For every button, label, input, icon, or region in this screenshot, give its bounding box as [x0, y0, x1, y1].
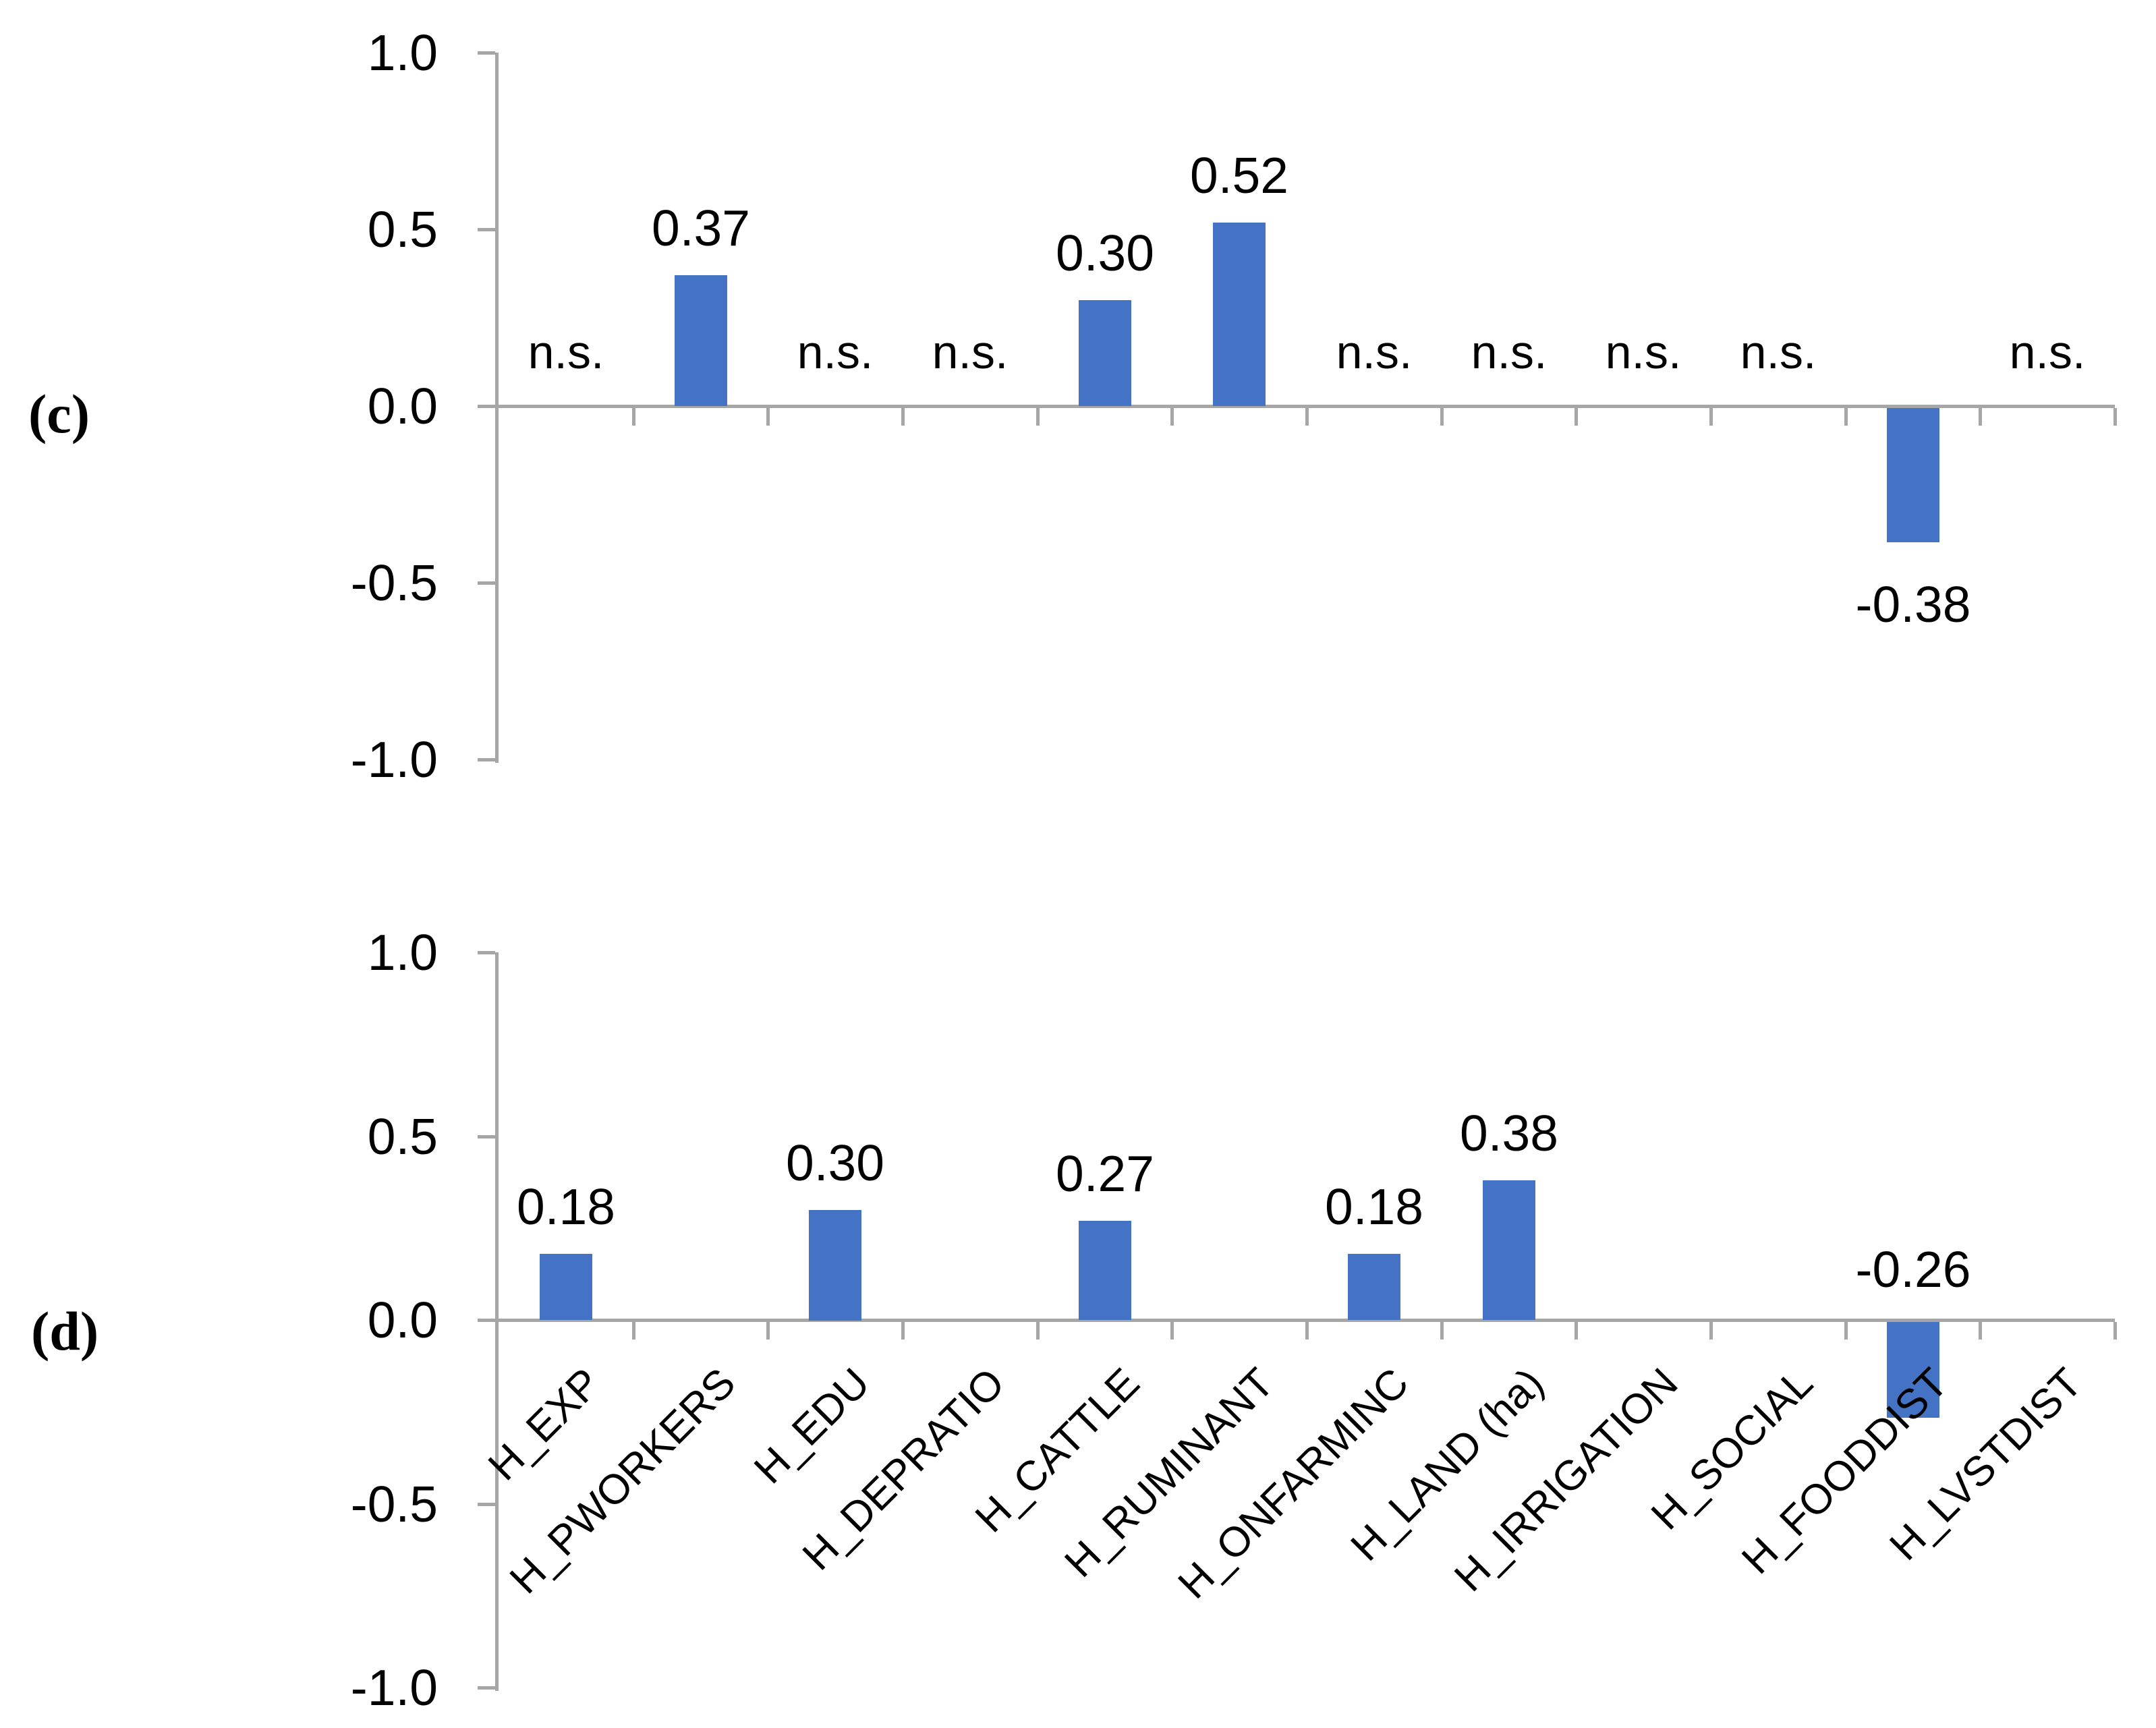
bar: [675, 275, 727, 406]
y-tick-label: 0.0: [367, 378, 438, 434]
bar-value-label: 0.18: [1325, 1178, 1423, 1235]
ns-label: n.s.: [528, 326, 604, 378]
x-tick: [1709, 408, 1713, 426]
x-tick: [766, 1322, 770, 1340]
y-tick: [478, 51, 495, 55]
y-tick: [478, 1319, 495, 1322]
x-tick: [1575, 408, 1578, 426]
y-tick-label: 0.5: [367, 1108, 438, 1165]
x-axis: [499, 405, 2115, 408]
ns-label: n.s.: [1471, 326, 1548, 378]
x-axis: [499, 1319, 2115, 1322]
bar-value-label: 0.30: [1056, 225, 1154, 281]
x-tick: [632, 1322, 635, 1340]
y-tick: [478, 951, 495, 954]
x-tick: [2114, 408, 2117, 426]
y-tick: [478, 581, 495, 585]
y-axis: [495, 53, 499, 763]
ns-label: n.s.: [1740, 326, 1817, 378]
x-tick: [901, 408, 905, 426]
bar-value-label: 0.37: [652, 200, 750, 256]
x-tick: [1036, 1322, 1040, 1340]
ns-label: n.s.: [797, 326, 874, 378]
panel-label-d: (d): [31, 1300, 99, 1362]
bar: [1483, 1180, 1535, 1320]
bar: [540, 1254, 592, 1320]
x-tick: [1709, 1322, 1713, 1340]
x-tick: [1979, 408, 1982, 426]
y-tick: [478, 758, 495, 761]
y-tick-label: 0.5: [367, 201, 438, 258]
x-tick: [1844, 408, 1848, 426]
bar-value-label: -0.26: [1855, 1241, 1971, 1298]
y-tick: [478, 1503, 495, 1506]
ns-label: n.s.: [932, 326, 1009, 378]
y-axis: [495, 952, 499, 1691]
x-tick: [1036, 408, 1040, 426]
bar: [1887, 408, 1939, 542]
x-tick: [1170, 408, 1174, 426]
x-tick: [1440, 1322, 1444, 1340]
bar-value-label: 0.27: [1056, 1145, 1154, 1202]
bar: [1348, 1254, 1400, 1320]
x-tick: [1170, 1322, 1174, 1340]
x-tick: [1305, 408, 1309, 426]
x-tick: [901, 1322, 905, 1340]
panel-label-c: (c): [28, 383, 90, 444]
y-tick-label: 0.0: [367, 1292, 438, 1348]
y-tick-label: -0.5: [350, 554, 438, 611]
x-tick: [1844, 1322, 1848, 1340]
y-tick-label: -1.0: [350, 1659, 438, 1716]
ns-label: n.s.: [1605, 326, 1682, 378]
bar-value-label: 0.38: [1460, 1105, 1558, 1161]
y-tick-label: 1.0: [367, 24, 438, 81]
x-tick: [766, 408, 770, 426]
bar: [1887, 1322, 1939, 1418]
y-tick: [478, 1135, 495, 1139]
ns-label: n.s.: [2009, 326, 2086, 378]
y-tick-label: -1.0: [350, 731, 438, 788]
bar-value-label: 0.30: [786, 1134, 884, 1191]
y-tick-label: 1.0: [367, 924, 438, 981]
x-tick: [1305, 1322, 1309, 1340]
y-tick: [478, 228, 495, 231]
y-tick: [478, 1686, 495, 1690]
bar: [1079, 1221, 1131, 1320]
bar-value-label: 0.18: [517, 1178, 615, 1235]
x-tick: [2114, 1322, 2117, 1340]
ns-label: n.s.: [1336, 326, 1413, 378]
x-tick: [1575, 1322, 1578, 1340]
bar: [1079, 300, 1131, 406]
x-tick: [632, 408, 635, 426]
y-tick-label: -0.5: [350, 1476, 438, 1532]
x-tick: [1979, 1322, 1982, 1340]
bar-value-label: -0.38: [1855, 576, 1971, 633]
bar: [809, 1210, 861, 1321]
x-tick: [1440, 408, 1444, 426]
bar: [1213, 223, 1266, 406]
bar-value-label: 0.52: [1190, 147, 1288, 204]
y-tick: [478, 405, 495, 408]
